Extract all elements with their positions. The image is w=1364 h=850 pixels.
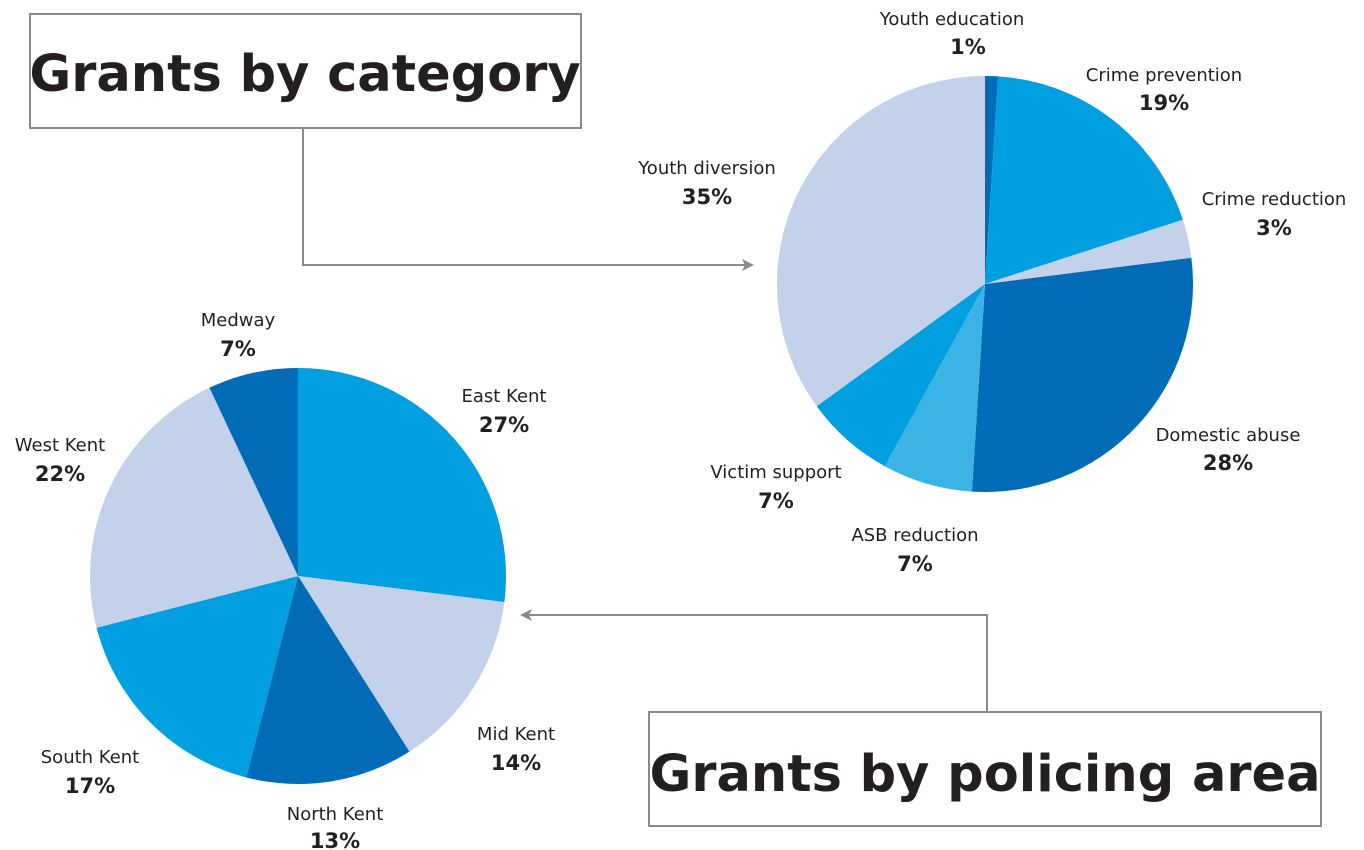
category-pie — [776, 75, 1194, 493]
slice-percent: 13% — [310, 829, 360, 850]
slice-label-youth-education: Youth education 1% — [879, 9, 1025, 59]
category-title-box: Grants by category — [29, 13, 582, 129]
slice-name: West Kent — [15, 435, 105, 456]
pie-slice-east-kent — [298, 368, 507, 603]
area-pie — [89, 368, 507, 785]
pie-slice-south-kent — [96, 576, 298, 778]
slice-name: Domestic abuse — [1156, 425, 1301, 446]
slice-name: ASB reduction — [851, 525, 978, 546]
area-pie-labels: East Kent 27% Mid Kent 14% North Kent 13… — [15, 310, 555, 850]
slice-percent: 28% — [1203, 451, 1253, 475]
slice-label-west-kent: West Kent 22% — [15, 435, 105, 486]
slice-percent: 35% — [682, 185, 732, 209]
pie-slice-mid-kent — [298, 576, 505, 752]
slice-percent: 1% — [950, 35, 986, 59]
slice-name: South Kent — [41, 747, 139, 768]
pie-slice-crime-reduction — [985, 219, 1192, 284]
area-chart-title: Grants by policing area — [649, 745, 1320, 804]
slice-name: Crime reduction — [1202, 189, 1347, 210]
slice-label-victim-support: Victim support 7% — [710, 462, 841, 513]
slice-label-medway: Medway 7% — [201, 310, 276, 361]
pie-slice-asb-reduction — [884, 284, 985, 492]
category-connector-arrow — [302, 128, 754, 271]
slice-percent: 7% — [758, 489, 794, 513]
category-pie-labels: Youth education 1% Crime prevention 19% … — [637, 9, 1346, 576]
slice-name: Mid Kent — [477, 724, 555, 745]
slice-label-asb-reduction: ASB reduction 7% — [851, 525, 978, 576]
slice-label-north-kent: North Kent 13% — [287, 804, 384, 850]
slice-percent: 19% — [1139, 91, 1189, 115]
slice-name: Youth education — [879, 9, 1025, 30]
slice-label-domestic-abuse: Domestic abuse 28% — [1156, 425, 1301, 475]
slice-percent: 27% — [479, 413, 529, 437]
slice-name: Medway — [201, 310, 276, 331]
slice-percent: 7% — [897, 552, 933, 576]
slice-percent: 17% — [65, 774, 115, 798]
pie-slice-north-kent — [246, 576, 410, 785]
slice-label-mid-kent: Mid Kent 14% — [477, 724, 555, 775]
slice-percent: 3% — [1256, 216, 1292, 240]
slice-name: Victim support — [710, 462, 841, 483]
pie-slice-youth-education — [985, 76, 999, 284]
pie-slice-crime-prevention — [985, 76, 1183, 284]
slice-name: Crime prevention — [1086, 65, 1242, 86]
slice-label-crime-prevention: Crime prevention 19% — [1086, 65, 1242, 115]
slice-name: East Kent — [461, 386, 546, 407]
area-connector-arrow — [520, 609, 988, 712]
area-title-box: Grants by policing area — [648, 711, 1322, 827]
slice-label-youth-diversion: Youth diversion 35% — [637, 158, 776, 209]
slice-label-crime-reduction: Crime reduction 3% — [1202, 189, 1347, 240]
slice-percent: 22% — [35, 462, 85, 486]
category-chart-title: Grants by category — [29, 45, 580, 104]
pie-slice-medway — [209, 368, 298, 576]
slice-label-east-kent: East Kent 27% — [461, 386, 546, 437]
pie-slice-domestic-abuse — [971, 257, 1194, 493]
slice-percent: 14% — [491, 751, 541, 775]
slice-label-south-kent: South Kent 17% — [41, 747, 139, 798]
slice-percent: 7% — [220, 337, 256, 361]
pie-slice-west-kent — [89, 387, 298, 628]
pie-slice-victim-support — [816, 284, 985, 467]
slice-name: Youth diversion — [637, 158, 776, 179]
pie-slice-youth-diversion — [776, 75, 985, 407]
slice-name: North Kent — [287, 804, 384, 825]
